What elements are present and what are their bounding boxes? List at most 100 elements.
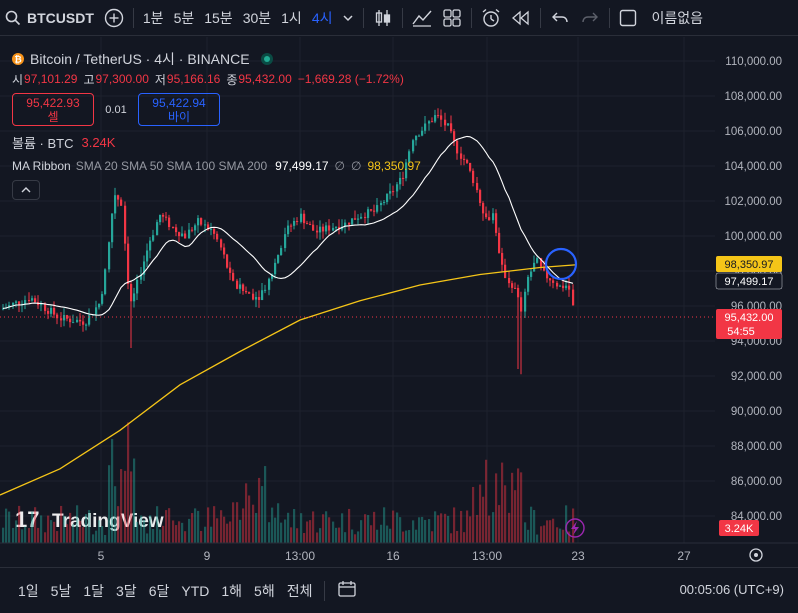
axis-settings-button[interactable] [749, 548, 763, 562]
volume-bar [453, 507, 456, 543]
interval-1h[interactable]: 1시 [281, 9, 302, 26]
volume-bar [232, 502, 235, 543]
ma-legend-row[interactable]: MA Ribbon SMA 20 SMA 50 SMA 100 SMA 200 … [12, 156, 421, 176]
range-1y[interactable]: 1해 [221, 582, 243, 599]
toolbar-divider [363, 7, 365, 28]
volume-bar [357, 531, 360, 543]
candle-body [332, 227, 335, 231]
candle-body [498, 232, 501, 253]
top-toolbar: BTCUSDT 1분 5분 15분 30분 1시 4시 이름없음 [0, 0, 798, 36]
symbol-title[interactable]: Bitcoin / TetherUS · 4시 · BINANCE [30, 51, 250, 67]
candle-body [351, 218, 354, 225]
chart-legend: ₿ Bitcoin / TetherUS · 4시 · BINANCE 시 97,… [12, 49, 421, 200]
grid-lines [0, 37, 715, 543]
volume-bar [428, 519, 431, 543]
indicators-button[interactable] [407, 3, 437, 33]
volume-bar [172, 520, 175, 543]
sell-button[interactable]: 95,422.93 셀 [12, 93, 94, 126]
volume-bar [47, 515, 50, 543]
interval-4h[interactable]: 4시 [311, 9, 333, 26]
volume-bar [124, 470, 127, 543]
volume-bar [290, 527, 293, 543]
volume-bar [261, 486, 264, 543]
symbol-name: BTCUSDT [27, 9, 94, 26]
interval-30m[interactable]: 30분 [242, 9, 272, 26]
candle-body [421, 130, 424, 136]
range-all[interactable]: 전체 [286, 582, 313, 599]
market-status[interactable] [260, 52, 274, 66]
layout-name-button[interactable]: 이름없음 [614, 0, 708, 36]
candle-body [175, 227, 178, 233]
volume-bar [168, 508, 171, 543]
volume-bar [184, 531, 187, 543]
volume-bar [405, 530, 408, 543]
candle-body [488, 217, 491, 221]
interval-1m[interactable]: 1분 [142, 9, 164, 26]
price-tick-label: 106,000.00 [724, 126, 782, 138]
candle-body [399, 177, 402, 185]
chart-pane[interactable]: 17 TradingView 110,000.00 108,000.00 106,0… [0, 37, 798, 567]
undo-button[interactable] [545, 3, 575, 33]
volume-bar [568, 531, 571, 543]
redo-button[interactable] [575, 3, 605, 33]
volume-bar [37, 527, 40, 543]
grid-icon [443, 8, 462, 27]
candle-body [101, 294, 104, 304]
symbol-search[interactable]: BTCUSDT [0, 0, 99, 36]
toolbar-divider [402, 7, 404, 28]
range-1m[interactable]: 1달 [83, 582, 105, 599]
time-axis[interactable]: 5 9 13:00 16 13:00 23 27 [98, 549, 691, 563]
range-ytd[interactable]: YTD [181, 582, 210, 599]
range-3m[interactable]: 3달 [116, 582, 137, 599]
volume-bar [175, 525, 178, 543]
range-1d[interactable]: 1일 [18, 582, 39, 599]
candle-body [482, 202, 485, 214]
volume-bar [485, 459, 488, 543]
date-range-button[interactable] [331, 579, 363, 602]
candle-body [431, 121, 434, 123]
volume-bar [236, 502, 239, 543]
interval-15m[interactable]: 15분 [204, 9, 233, 26]
candle-body [242, 284, 245, 291]
replay-button[interactable] [506, 3, 536, 33]
interval-5m[interactable]: 5분 [173, 9, 195, 26]
replay-marker[interactable] [544, 247, 578, 281]
volume-bar [188, 518, 191, 543]
buy-button[interactable]: 95,422.94 바이 [138, 93, 220, 126]
volume-bar [98, 520, 101, 543]
candle-body [552, 280, 555, 283]
candle-body [300, 213, 303, 222]
bottom-toolbar: 1일 5날 1달 3달 6달 YTD 1해 5해 전체 00:05:06 (UT… [0, 567, 798, 613]
range-5d[interactable]: 5날 [50, 582, 72, 599]
rewind-icon [512, 10, 530, 25]
events-button[interactable] [565, 518, 585, 538]
compare-button[interactable] [99, 0, 129, 36]
range-6m[interactable]: 6달 [148, 582, 170, 599]
square-icon [620, 9, 637, 26]
plus-circle-icon [104, 8, 124, 27]
candle-body [290, 225, 293, 227]
clock[interactable]: 00:05:06 (UTC+9) [679, 582, 784, 597]
price-chart[interactable]: 17 TradingView 110,000.00 108,000.00 106,0… [0, 37, 798, 567]
volume-bar [360, 520, 363, 543]
toolbar-divider [471, 7, 473, 28]
chevron-up-icon [21, 187, 31, 193]
candle-body [63, 315, 66, 321]
layouts-button[interactable] [437, 3, 467, 33]
candle-body [415, 135, 418, 141]
volume-bar [546, 520, 549, 543]
candle-body [79, 319, 82, 322]
price-tick-label: 86,000.00 [731, 476, 782, 488]
range-5y[interactable]: 5해 [254, 582, 275, 599]
watermark-text: TradingView [52, 511, 164, 532]
volume-bar [517, 468, 520, 543]
collapse-legend-button[interactable] [12, 180, 40, 200]
price-tick-label: 110,000.00 [725, 56, 782, 68]
volume-legend-row[interactable]: 볼륨 · BTC 3.24K [12, 132, 421, 152]
volume-bar [207, 507, 210, 543]
chart-type-button[interactable] [368, 3, 398, 33]
alert-button[interactable] [476, 3, 506, 33]
interval-dropdown[interactable] [337, 0, 359, 36]
volume-bar [456, 530, 459, 543]
volume-bar [159, 529, 162, 543]
